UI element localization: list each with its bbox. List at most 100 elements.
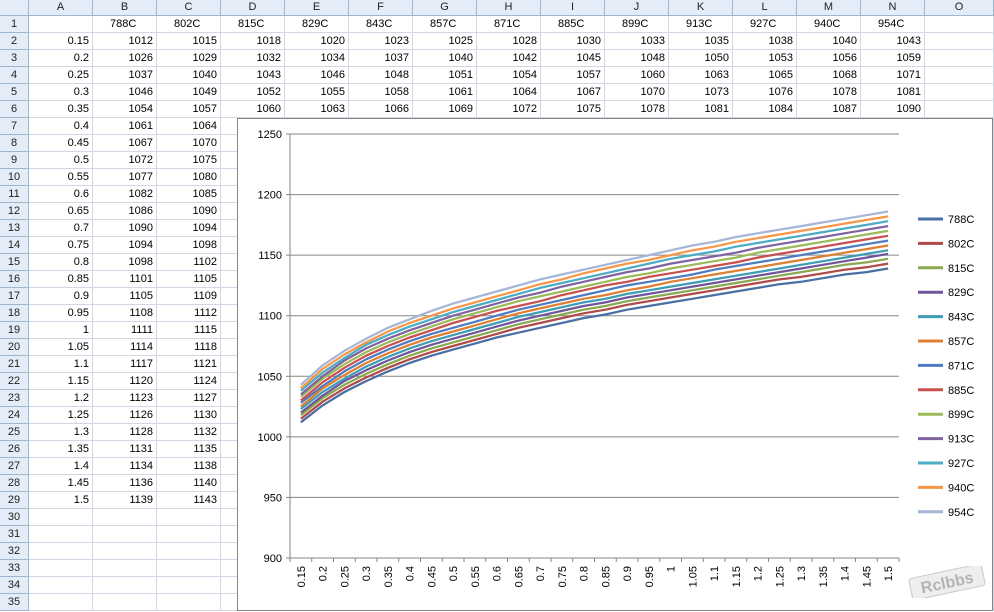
cell-n1[interactable]: 954C <box>861 16 925 33</box>
cell-c23[interactable]: 1127 <box>157 390 221 407</box>
cell-b10[interactable]: 1077 <box>93 169 157 186</box>
cell-d4[interactable]: 1043 <box>221 67 285 84</box>
cell-a6[interactable]: 0.35 <box>29 101 93 118</box>
row-header-6[interactable]: 6 <box>0 101 29 118</box>
column-header-o[interactable]: O <box>925 0 994 16</box>
series-line-954C[interactable] <box>300 210 889 386</box>
cell-l1[interactable]: 927C <box>733 16 797 33</box>
cell-b23[interactable]: 1123 <box>93 390 157 407</box>
column-header-m[interactable]: M <box>797 0 861 16</box>
cell-b16[interactable]: 1101 <box>93 271 157 288</box>
cell-l4[interactable]: 1065 <box>733 67 797 84</box>
cell-c21[interactable]: 1121 <box>157 356 221 373</box>
cell-h1[interactable]: 871C <box>477 16 541 33</box>
row-header-7[interactable]: 7 <box>0 118 29 135</box>
cell-b8[interactable]: 1067 <box>93 135 157 152</box>
cell-b35[interactable] <box>93 594 157 611</box>
column-header-a[interactable]: A <box>29 0 93 16</box>
column-header-d[interactable]: D <box>221 0 285 16</box>
column-header-e[interactable]: E <box>285 0 349 16</box>
cell-b25[interactable]: 1128 <box>93 424 157 441</box>
cell-g4[interactable]: 1051 <box>413 67 477 84</box>
cell-h4[interactable]: 1054 <box>477 67 541 84</box>
line-chart[interactable]: 900 950 1000 1050 1100 1150 1200 1250 0.15 0.2 0.2… <box>237 118 993 611</box>
cell-e6[interactable]: 1063 <box>285 101 349 118</box>
row-header-28[interactable]: 28 <box>0 475 29 492</box>
row-header-12[interactable]: 12 <box>0 203 29 220</box>
cell-g1[interactable]: 857C <box>413 16 477 33</box>
cell-b4[interactable]: 1037 <box>93 67 157 84</box>
series-line-788C[interactable] <box>300 267 889 424</box>
cell-e5[interactable]: 1055 <box>285 84 349 101</box>
cell-c20[interactable]: 1118 <box>157 339 221 356</box>
column-header-c[interactable]: C <box>157 0 221 16</box>
cell-j5[interactable]: 1070 <box>605 84 669 101</box>
cell-b15[interactable]: 1098 <box>93 254 157 271</box>
cell-c4[interactable]: 1040 <box>157 67 221 84</box>
cell-o5[interactable] <box>925 84 994 101</box>
cell-b11[interactable]: 1082 <box>93 186 157 203</box>
cell-g6[interactable]: 1069 <box>413 101 477 118</box>
cell-a19[interactable]: 1 <box>29 322 93 339</box>
row-header-27[interactable]: 27 <box>0 458 29 475</box>
series-line-857C[interactable] <box>300 244 889 408</box>
cell-a31[interactable] <box>29 526 93 543</box>
cell-f4[interactable]: 1048 <box>349 67 413 84</box>
row-header-13[interactable]: 13 <box>0 220 29 237</box>
cell-b1[interactable]: 788C <box>93 16 157 33</box>
column-header-j[interactable]: J <box>605 0 669 16</box>
cell-a18[interactable]: 0.95 <box>29 305 93 322</box>
cell-b29[interactable]: 1139 <box>93 492 157 509</box>
cell-n5[interactable]: 1081 <box>861 84 925 101</box>
cell-a30[interactable] <box>29 509 93 526</box>
cell-k6[interactable]: 1081 <box>669 101 733 118</box>
cell-c18[interactable]: 1112 <box>157 305 221 322</box>
cell-c33[interactable] <box>157 560 221 577</box>
cell-n4[interactable]: 1071 <box>861 67 925 84</box>
cell-d6[interactable]: 1060 <box>221 101 285 118</box>
row-header-32[interactable]: 32 <box>0 543 29 560</box>
row-header-14[interactable]: 14 <box>0 237 29 254</box>
cell-a15[interactable]: 0.8 <box>29 254 93 271</box>
cell-i2[interactable]: 1030 <box>541 33 605 50</box>
cell-c2[interactable]: 1015 <box>157 33 221 50</box>
row-header-34[interactable]: 34 <box>0 577 29 594</box>
cell-a29[interactable]: 1.5 <box>29 492 93 509</box>
cell-g3[interactable]: 1040 <box>413 50 477 67</box>
cell-b17[interactable]: 1105 <box>93 288 157 305</box>
row-header-33[interactable]: 33 <box>0 560 29 577</box>
cell-c1[interactable]: 802C <box>157 16 221 33</box>
cell-a2[interactable]: 0.15 <box>29 33 93 50</box>
cell-f6[interactable]: 1066 <box>349 101 413 118</box>
cell-c29[interactable]: 1143 <box>157 492 221 509</box>
cell-d3[interactable]: 1032 <box>221 50 285 67</box>
column-header-h[interactable]: H <box>477 0 541 16</box>
cell-a21[interactable]: 1.1 <box>29 356 93 373</box>
cell-o3[interactable] <box>925 50 994 67</box>
column-header-b[interactable]: B <box>93 0 157 16</box>
cell-a14[interactable]: 0.75 <box>29 237 93 254</box>
series-line-913C[interactable] <box>300 224 889 396</box>
cell-b24[interactable]: 1126 <box>93 407 157 424</box>
cell-a4[interactable]: 0.25 <box>29 67 93 84</box>
row-header-4[interactable]: 4 <box>0 67 29 84</box>
cell-c3[interactable]: 1029 <box>157 50 221 67</box>
cell-b18[interactable]: 1108 <box>93 305 157 322</box>
row-header-9[interactable]: 9 <box>0 152 29 169</box>
cell-c28[interactable]: 1140 <box>157 475 221 492</box>
cell-e2[interactable]: 1020 <box>285 33 349 50</box>
series-line-802C[interactable] <box>300 262 889 420</box>
series-line-871C[interactable] <box>300 239 889 404</box>
cell-c30[interactable] <box>157 509 221 526</box>
cell-m1[interactable]: 940C <box>797 16 861 33</box>
cell-a7[interactable]: 0.4 <box>29 118 93 135</box>
row-header-5[interactable]: 5 <box>0 84 29 101</box>
cell-m5[interactable]: 1078 <box>797 84 861 101</box>
cell-c22[interactable]: 1124 <box>157 373 221 390</box>
cell-m3[interactable]: 1056 <box>797 50 861 67</box>
cell-c32[interactable] <box>157 543 221 560</box>
cell-k4[interactable]: 1063 <box>669 67 733 84</box>
row-header-30[interactable]: 30 <box>0 509 29 526</box>
cell-b33[interactable] <box>93 560 157 577</box>
